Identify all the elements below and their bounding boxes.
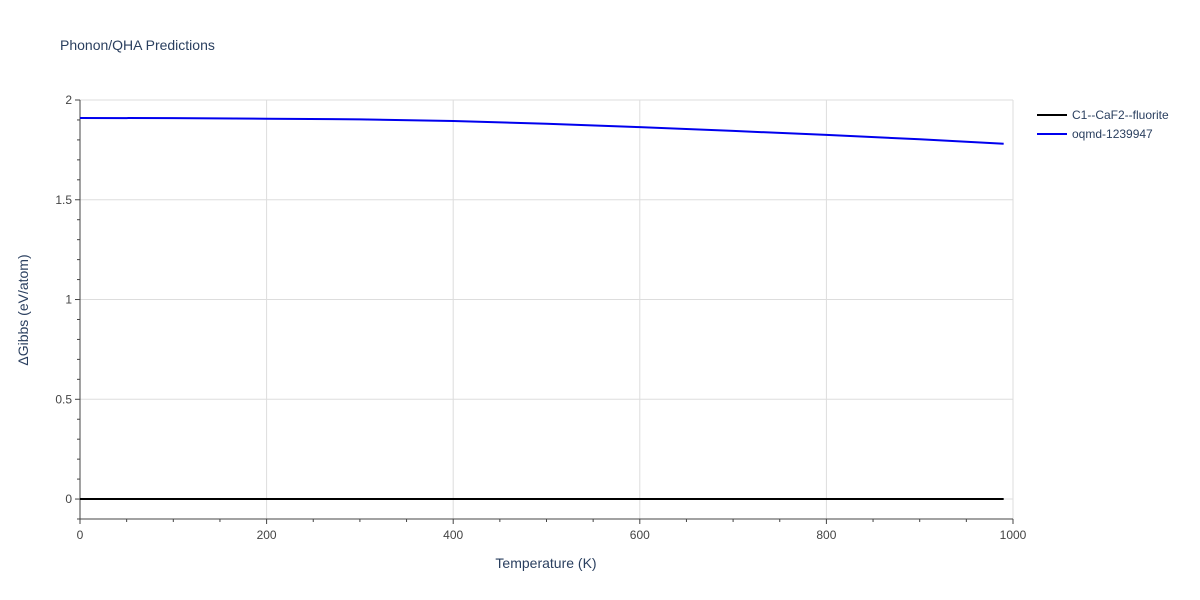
- legend-label: C1--CaF2--fluorite: [1072, 108, 1169, 122]
- grid: [80, 99, 1014, 519]
- series-line-2: [79, 116, 1004, 145]
- y-tick-label: 2: [65, 93, 72, 107]
- legend[interactable]: C1--CaF2--fluorite oqmd-1239947: [1037, 108, 1169, 141]
- x-tick-label: 400: [443, 528, 463, 542]
- x-tick-label: 1000: [1000, 528, 1027, 542]
- legend-item[interactable]: oqmd-1239947: [1037, 127, 1153, 141]
- y-tick-label: 1.5: [55, 193, 72, 207]
- y-axis-title: ΔGibbs (eV/atom): [15, 254, 31, 365]
- legend-item[interactable]: C1--CaF2--fluorite: [1037, 108, 1169, 122]
- x-axis-title: Temperature (K): [495, 555, 596, 571]
- axes: 0 200 400 600 800 1000 0 0.5 1 1.5 2: [55, 93, 1026, 542]
- x-tick-label: 200: [257, 528, 277, 542]
- x-tick-label: 0: [77, 528, 84, 542]
- y-tick-label: 1: [65, 293, 72, 307]
- legend-label: oqmd-1239947: [1072, 127, 1153, 141]
- y-tick-label: 0: [65, 492, 72, 506]
- y-tick-label: 0.5: [55, 392, 72, 406]
- x-tick-label: 600: [630, 528, 650, 542]
- x-tick-label: 800: [816, 528, 836, 542]
- chart-title: Phonon/QHA Predictions: [60, 37, 215, 53]
- series-lines: [79, 116, 1004, 501]
